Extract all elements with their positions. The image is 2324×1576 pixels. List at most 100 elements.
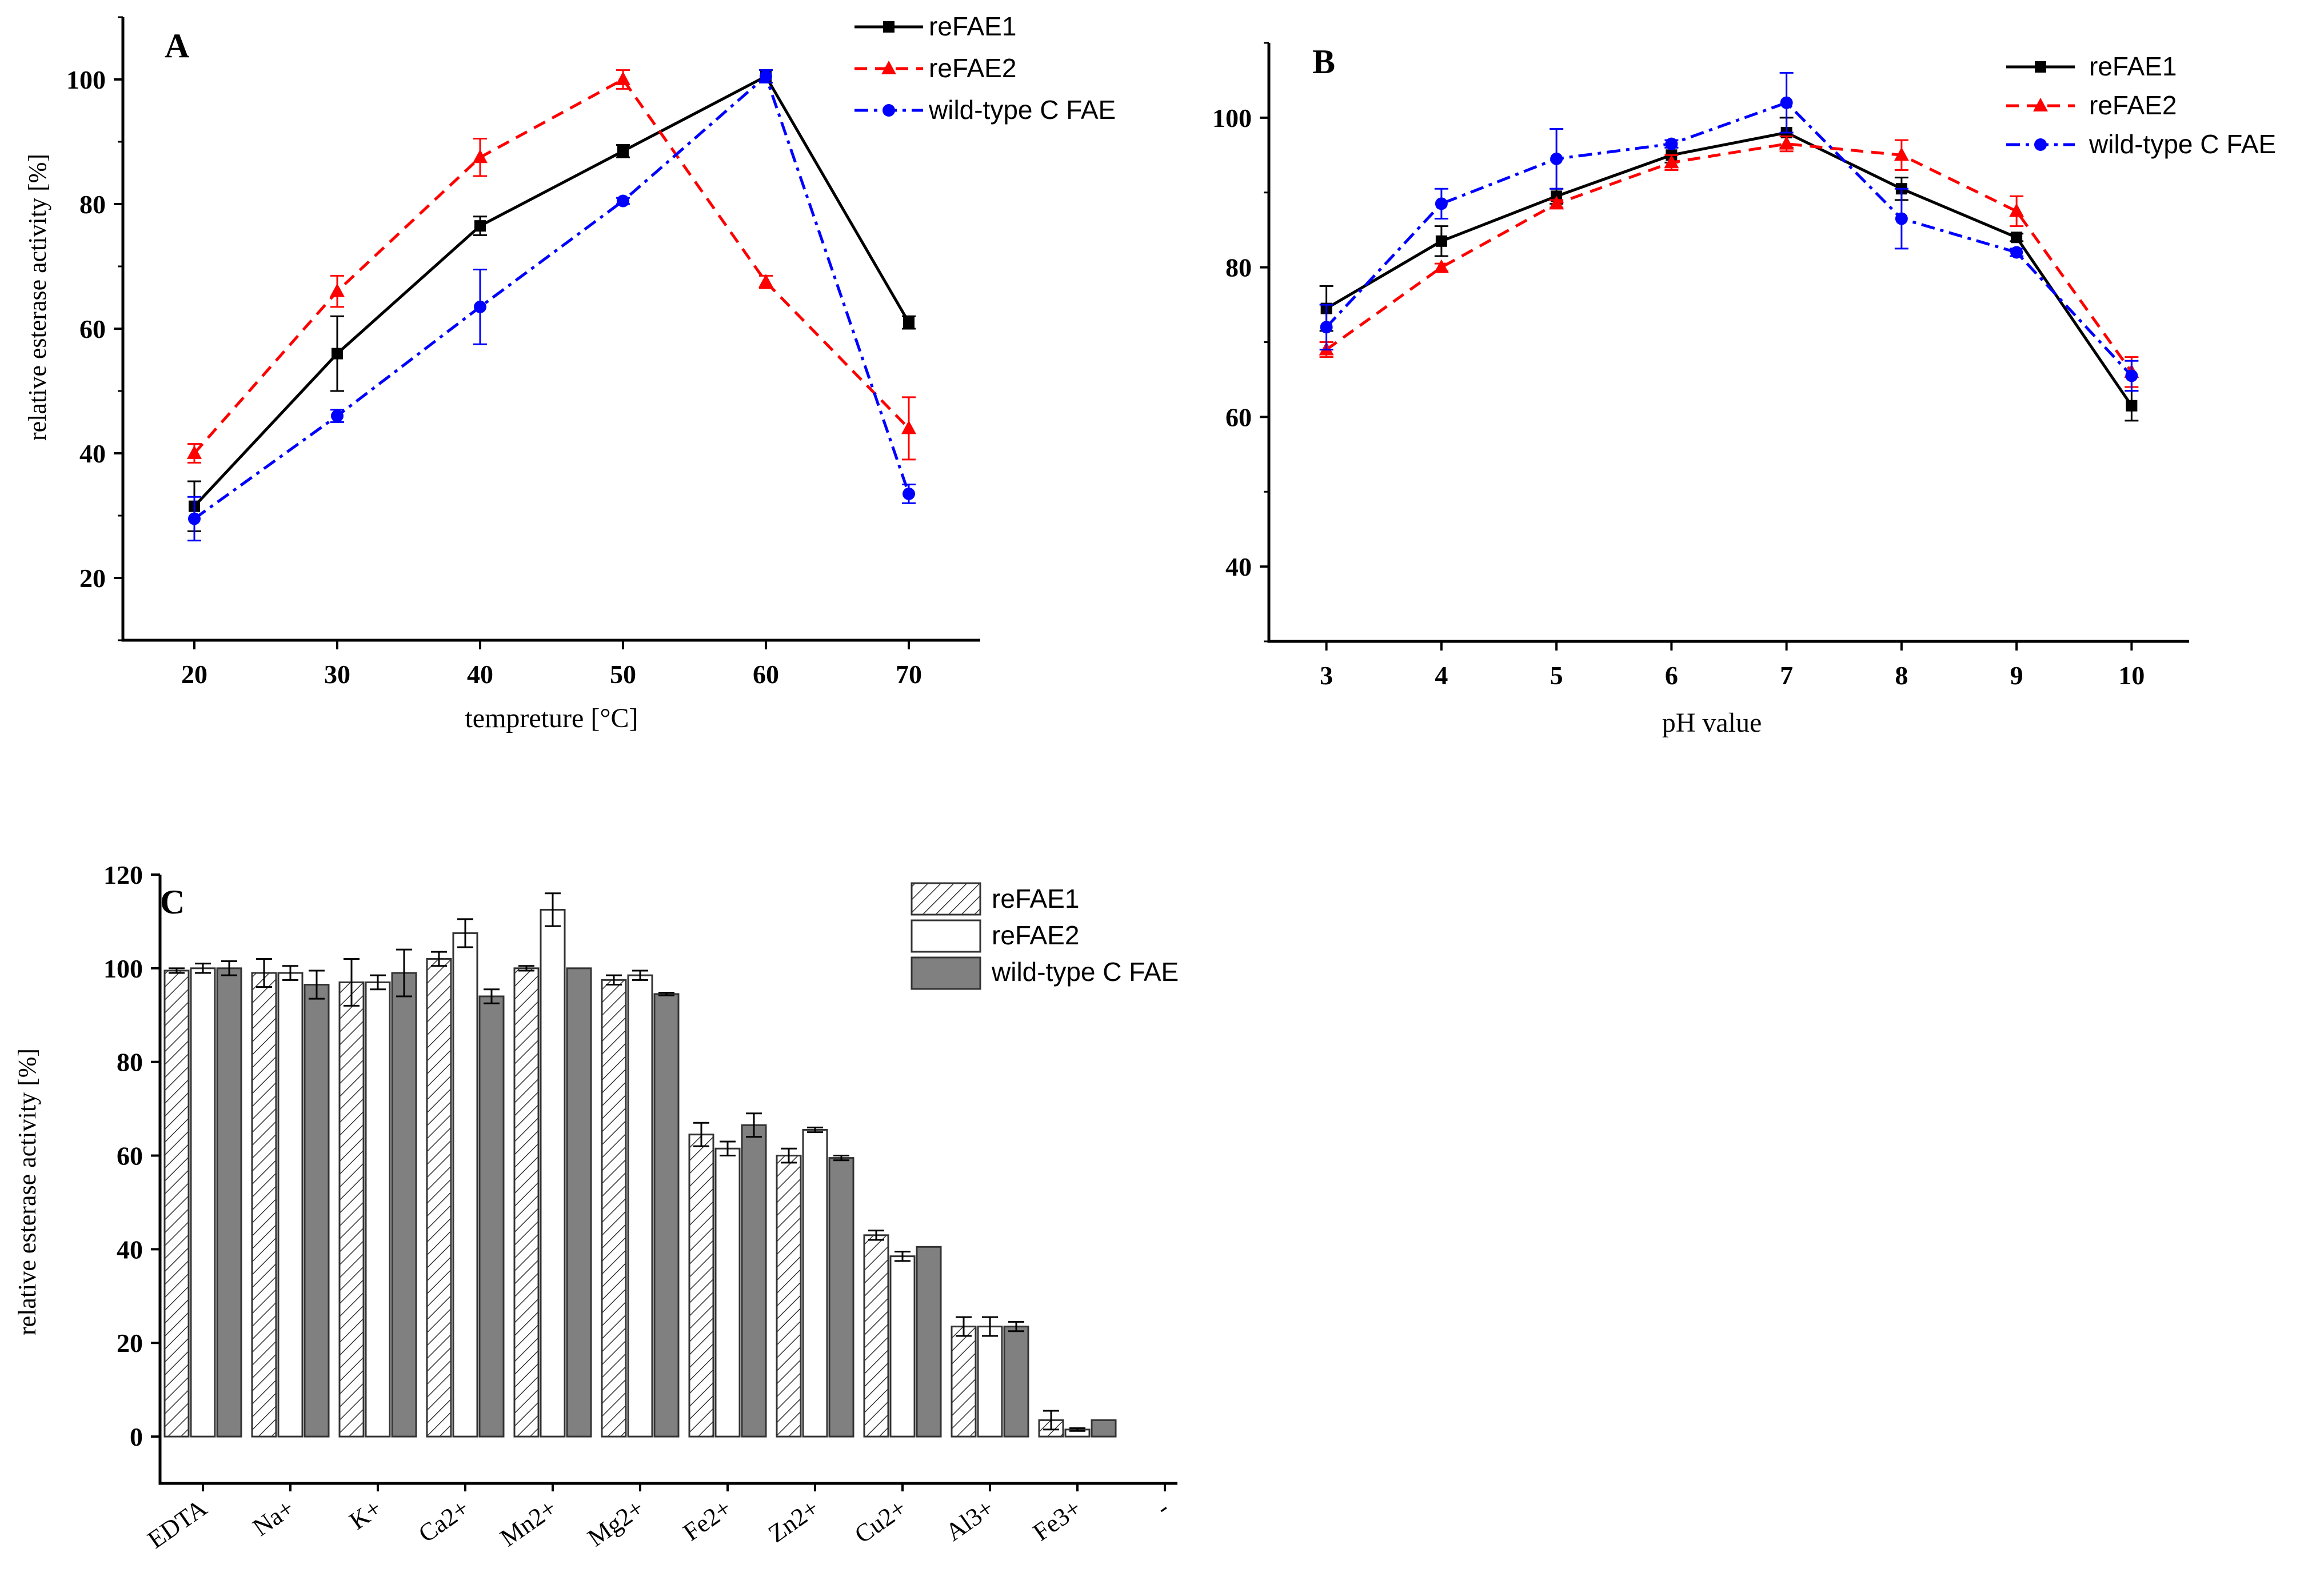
category-label: Zn2+	[763, 1494, 824, 1548]
x-axis-label: pH value	[1662, 708, 1762, 738]
legend-marker	[2034, 138, 2047, 151]
bar	[478, 995, 505, 1438]
data-point	[1664, 154, 1679, 169]
y-tick-label: 80	[1225, 253, 1252, 282]
x-tick-label: 7	[1780, 661, 1793, 690]
y-tick-labels: 0 20 40 60 80 100 120	[103, 860, 143, 1451]
bar	[391, 972, 417, 1438]
y-tick-label: 0	[130, 1422, 143, 1451]
bar	[863, 1234, 889, 1438]
legend-label: reFAE1	[2089, 51, 2177, 81]
panel-label: B	[1312, 43, 1335, 81]
legend: reFAE1 reFAE2 wild-type C FAE	[854, 11, 1116, 125]
legend-label: reFAE1	[929, 11, 1016, 41]
data-point	[2125, 369, 2138, 382]
data-point	[1895, 212, 1908, 225]
data-point	[1780, 96, 1793, 109]
data-point	[616, 71, 630, 85]
y-axis-label: relative esterase activity [%]	[23, 154, 51, 441]
y-tick-label: 100	[1212, 103, 1252, 133]
series-line	[1325, 142, 2133, 373]
legend-label: reFAE2	[2089, 90, 2177, 120]
category-label: EDTA	[142, 1494, 211, 1554]
x-tick-label: 8	[1895, 661, 1908, 690]
x-tick-label: 5	[1550, 661, 1563, 690]
axis-frame	[158, 875, 1177, 1485]
bar	[741, 1124, 767, 1438]
x-tick-label: 20	[181, 660, 207, 689]
bar	[304, 984, 330, 1438]
tick-marks	[114, 16, 910, 649]
tick-marks	[1260, 42, 2133, 651]
legend-label: wild-type C FAE	[991, 957, 1179, 987]
legend-marker	[883, 21, 895, 33]
legend-label: wild-type C FAE	[2089, 129, 2276, 159]
legend: reFAE1 reFAE2 wild-type C FAE	[2006, 51, 2276, 159]
bar	[216, 967, 242, 1438]
bar-layer	[163, 892, 1117, 1438]
data-point	[1549, 195, 1564, 210]
bar	[688, 1134, 714, 1438]
legend-marker	[2035, 61, 2046, 73]
x-tick-label: 60	[753, 660, 779, 689]
data-point	[1665, 137, 1678, 150]
bar	[714, 1147, 741, 1438]
y-tick-label: 20	[79, 564, 106, 593]
bar	[277, 972, 304, 1438]
data-point	[2009, 203, 2024, 217]
bar	[601, 979, 627, 1438]
x-tick-labels: 20 30 40 50 60 70	[181, 660, 922, 689]
x-tick-label: 50	[610, 660, 636, 689]
y-tick-label: 60	[117, 1142, 143, 1171]
data-point	[901, 420, 916, 434]
y-tick-labels: 40 60 80 100	[1212, 103, 1252, 581]
legend: reFAE1 reFAE2 wild-type C FAE	[911, 882, 1179, 990]
y-tick-label: 20	[117, 1328, 143, 1358]
bar	[977, 1326, 1003, 1438]
x-tick-label: 4	[1435, 661, 1448, 690]
bar	[653, 993, 680, 1438]
x-tick-label: 30	[324, 660, 350, 689]
data-point	[903, 317, 915, 329]
legend-label: reFAE2	[992, 920, 1079, 950]
bar	[452, 932, 478, 1438]
data-point	[2126, 400, 2138, 412]
data-point	[187, 445, 202, 459]
bar	[251, 972, 277, 1438]
data-point	[332, 348, 343, 360]
data-point	[188, 512, 201, 525]
category-label: Ca2+	[413, 1494, 474, 1548]
bar	[190, 967, 216, 1438]
legend-label: wild-type C FAE	[928, 95, 1116, 125]
series-layer	[1319, 71, 2139, 422]
category-label: Fe2+	[678, 1494, 737, 1546]
y-tick-label: 40	[1225, 552, 1252, 581]
legend-swatch	[911, 956, 981, 990]
data-point	[903, 487, 915, 500]
series-line	[1325, 101, 2133, 377]
chart-panel-a: A tempreture [°C] relative esterase acti…	[23, 11, 1116, 733]
y-tick-label: 100	[66, 65, 106, 94]
bar	[566, 967, 592, 1438]
bar	[426, 957, 452, 1438]
legend-marker	[2033, 98, 2048, 111]
legend-label: reFAE2	[929, 53, 1016, 83]
x-tick-label: 40	[467, 660, 493, 689]
bar	[889, 1255, 916, 1438]
legend-marker	[881, 61, 896, 74]
y-tick-label: 100	[103, 954, 143, 983]
category-label: Cu2+	[849, 1494, 912, 1549]
bar	[1003, 1326, 1029, 1438]
category-label: Al3+	[940, 1494, 999, 1546]
bar	[163, 969, 190, 1438]
axis-frame	[121, 17, 980, 642]
bar	[951, 1326, 977, 1438]
series-line	[1325, 131, 2133, 407]
data-point	[1320, 321, 1333, 334]
y-tick-label: 40	[117, 1235, 143, 1264]
series-layer	[187, 69, 916, 542]
data-point	[760, 70, 772, 83]
panel-label: A	[165, 27, 189, 65]
bar	[1091, 1419, 1117, 1438]
